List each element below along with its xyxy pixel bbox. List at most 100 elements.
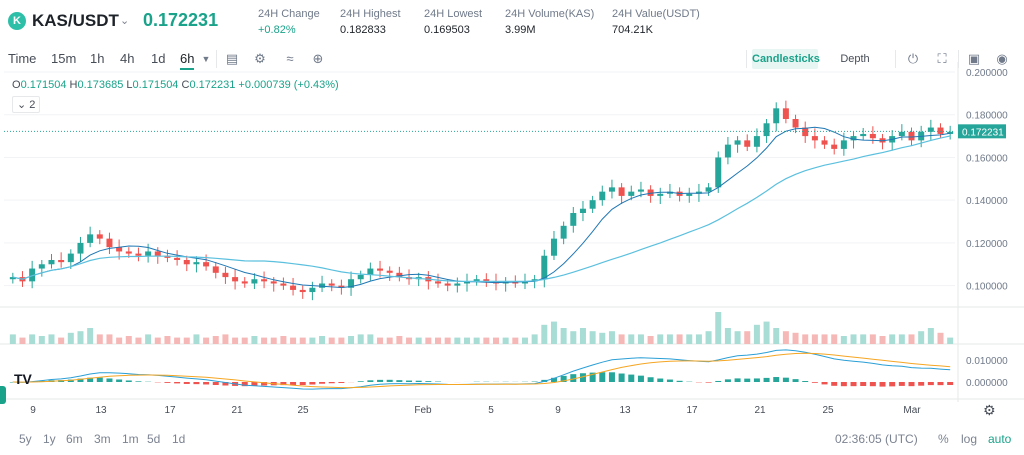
camera-icon[interactable]: ◉ — [996, 51, 1008, 66]
range-1m[interactable]: 1m — [122, 432, 139, 446]
utc-clock[interactable]: 02:36:05 (UTC) — [835, 432, 918, 446]
range-1y[interactable]: 1y — [43, 432, 56, 446]
candle-body — [608, 187, 615, 192]
macd-histogram-bar — [773, 377, 780, 382]
open-key: O — [12, 79, 21, 91]
time-tick-label: 21 — [754, 405, 766, 416]
candle-body — [705, 187, 712, 192]
macd-histogram-bar — [724, 379, 731, 382]
volume-bar — [879, 336, 886, 344]
macd-histogram-bar — [850, 382, 857, 387]
depth-button[interactable]: Depth — [840, 53, 870, 65]
macd-histogram-bar — [927, 382, 934, 386]
side-panel-handle[interactable] — [0, 386, 6, 404]
pair-selector[interactable]: KAS/USDT — [32, 11, 119, 30]
macd-histogram-bar — [406, 380, 413, 382]
indicators-toggle[interactable]: ⌄ 2 — [12, 96, 41, 113]
price-chart[interactable]: 0.200000 0.180000 0.160000 0.140000 0.120000… — [0, 62, 1024, 426]
volume-bar — [792, 332, 799, 344]
candle-body — [435, 281, 442, 284]
volume-bar — [686, 334, 693, 344]
volume-bar — [386, 337, 393, 344]
volume-bar — [38, 336, 45, 344]
price-tick-label: 0.100000 — [966, 282, 1008, 293]
candle-body — [860, 133, 867, 137]
candle-body — [116, 247, 123, 252]
macd-histogram-bar — [415, 380, 422, 382]
volume-bar — [58, 337, 65, 344]
volume-bar — [531, 334, 538, 344]
macd-histogram-bar — [744, 378, 751, 382]
candle-body — [135, 253, 142, 256]
range-5d[interactable]: 5d — [147, 432, 161, 446]
chevron-down-icon[interactable]: ⌄ — [120, 15, 130, 27]
macd-histogram-bar — [299, 382, 306, 386]
range-6m[interactable]: 6m — [66, 432, 83, 446]
candle-body — [241, 281, 248, 284]
settings-gear-icon[interactable]: ⚙ — [254, 51, 266, 66]
candle-body — [821, 140, 828, 145]
tradingview-logo: TV — [14, 371, 32, 387]
stat-label: 24H Volume(KAS) — [505, 8, 595, 20]
macd-histogram-bar — [821, 382, 828, 385]
time-tick-label: Feb — [414, 405, 432, 416]
volume-bar — [560, 328, 567, 344]
ohlc-legend: O0.171504 H0.173685 L0.171504 C0.172231 … — [12, 79, 339, 91]
volume-bar — [937, 332, 944, 344]
interval-dropdown-icon[interactable]: ▼ — [201, 54, 211, 64]
macd-tick-label: 0.000000 — [966, 378, 1008, 389]
volume-bar — [270, 337, 277, 344]
volume-bar — [744, 331, 751, 344]
candle-body — [77, 242, 84, 254]
time-tick-label: 21 — [231, 405, 243, 416]
layout-icon[interactable]: ▣ — [967, 51, 981, 66]
chart-type-icon[interactable]: ▤ — [225, 51, 239, 66]
stat-value: 0.169503 — [424, 24, 470, 36]
last-price-tag-label: 0.172231 — [962, 127, 1004, 138]
macd-histogram-bar — [116, 379, 123, 382]
candle-body — [251, 279, 258, 284]
range-1d[interactable]: 1d — [172, 432, 186, 446]
time-tick-label: 9 — [30, 405, 36, 416]
percent-toggle[interactable]: % — [938, 432, 949, 446]
interval-1d[interactable]: 1d — [151, 51, 166, 66]
volume-bar — [782, 331, 789, 344]
volume-bar — [164, 336, 171, 344]
candle-body — [560, 225, 567, 239]
time-tick-label: 13 — [95, 405, 107, 416]
auto-toggle[interactable]: auto — [988, 432, 1012, 446]
volume-bar — [125, 336, 132, 344]
volume-bar — [908, 334, 915, 344]
candle-body — [377, 268, 384, 271]
candlesticks-button[interactable]: Candlesticks — [752, 49, 820, 69]
macd-histogram-bar — [579, 373, 586, 382]
volume-bar — [48, 334, 55, 344]
high-value: 0.173685 — [77, 79, 124, 91]
interval-time[interactable]: Time — [8, 51, 37, 66]
stat-value: 704.21K — [612, 24, 653, 36]
volume-bar — [918, 331, 925, 344]
stat-value: +0.82% — [258, 24, 296, 36]
interval-15m[interactable]: 15m — [51, 51, 77, 66]
interval-4h[interactable]: 4h — [120, 51, 135, 66]
macd-histogram-bar — [319, 382, 326, 384]
interval-6h[interactable]: 6h — [180, 51, 195, 70]
stat-label: 24H Highest — [340, 8, 401, 20]
indicators-icon[interactable]: ≈ — [286, 51, 294, 66]
power-icon[interactable]: ⏻ — [907, 51, 919, 66]
volume-bar — [512, 337, 519, 344]
range-5y[interactable]: 5y — [19, 432, 32, 446]
range-3m[interactable]: 3m — [94, 432, 111, 446]
candle-body — [744, 140, 751, 147]
macd-histogram-bar — [174, 382, 181, 384]
macd-histogram-bar — [386, 379, 393, 382]
stat-24h-volume: 24H Volume(KAS) 3.99M — [505, 8, 594, 36]
chart-settings-icon[interactable]: ⚙ — [983, 402, 996, 418]
volume-bar — [222, 334, 229, 344]
interval-1h[interactable]: 1h — [90, 51, 105, 66]
macd-histogram-bar — [753, 378, 760, 382]
log-toggle[interactable]: log — [961, 432, 978, 446]
add-indicator-icon[interactable]: ⊕ — [312, 51, 324, 66]
fullscreen-icon[interactable]: ⛶ — [937, 51, 947, 66]
ma-slow-line — [12, 135, 951, 282]
